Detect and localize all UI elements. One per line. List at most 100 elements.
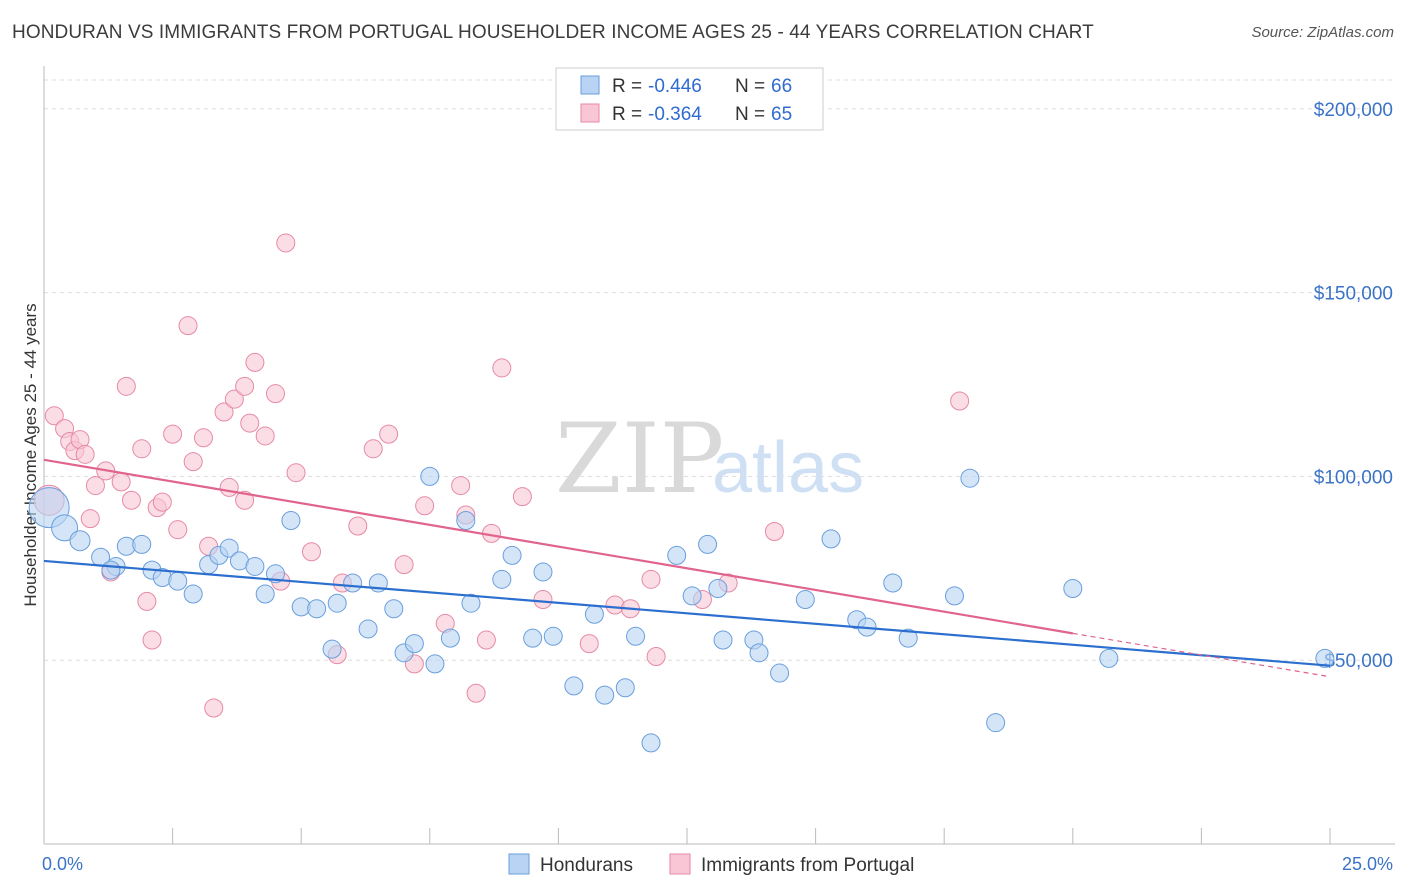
point-hondurans-59 bbox=[944, 586, 964, 606]
bottom-legend: Hondurans Immigrants from Portugal bbox=[508, 853, 914, 876]
y-tick-label-3: $200,000 bbox=[1314, 100, 1393, 121]
point-hondurans-57 bbox=[883, 573, 903, 593]
point-portugal-22 bbox=[183, 452, 203, 472]
legend-n-label-portugal: N = bbox=[735, 104, 765, 125]
point-portugal-51 bbox=[476, 630, 496, 650]
point-portugal-11 bbox=[111, 472, 131, 492]
point-portugal-12 bbox=[116, 376, 136, 396]
point-hondurans-42 bbox=[615, 678, 635, 698]
point-hondurans-38 bbox=[543, 626, 563, 646]
point-portugal-53 bbox=[492, 358, 512, 378]
point-hondurans-20 bbox=[307, 599, 327, 619]
point-hondurans-36 bbox=[523, 628, 543, 648]
point-portugal-37 bbox=[286, 463, 306, 483]
point-hondurans-24 bbox=[358, 619, 378, 639]
point-hondurans-26 bbox=[384, 599, 404, 619]
point-hondurans-31 bbox=[440, 628, 460, 648]
point-hondurans-40 bbox=[584, 604, 604, 624]
point-hondurans-34 bbox=[492, 569, 512, 589]
point-portugal-38 bbox=[301, 542, 321, 562]
point-hondurans-58 bbox=[898, 628, 918, 648]
point-portugal-42 bbox=[363, 439, 383, 459]
point-hondurans-28 bbox=[404, 634, 424, 654]
legend-n-value-hondurans: 66 bbox=[771, 76, 792, 97]
point-portugal-25 bbox=[204, 698, 224, 718]
point-hondurans-64 bbox=[1315, 648, 1335, 668]
point-hondurans-1 bbox=[51, 514, 79, 542]
point-hondurans-35 bbox=[502, 545, 522, 565]
point-portugal-60 bbox=[646, 647, 666, 667]
point-portugal-20 bbox=[168, 520, 188, 540]
point-portugal-21 bbox=[178, 316, 198, 336]
point-portugal-57 bbox=[605, 595, 625, 615]
point-hondurans-43 bbox=[626, 626, 646, 646]
point-portugal-13 bbox=[121, 490, 141, 510]
legend-r-value-hondurans: -0.446 bbox=[648, 76, 702, 97]
trendline-portugal bbox=[43, 458, 1073, 635]
trend-lines bbox=[43, 458, 1331, 678]
legend-n-label-hondurans: N = bbox=[735, 76, 765, 97]
legend-r-label-portugal: R = bbox=[612, 104, 642, 125]
point-portugal-48 bbox=[451, 476, 471, 496]
point-hondurans-13 bbox=[219, 538, 239, 558]
point-portugal-31 bbox=[235, 490, 255, 510]
point-hondurans-10 bbox=[183, 584, 203, 604]
watermark-zip: ZIP bbox=[555, 403, 724, 515]
x-tick-label-0: 0.0% bbox=[42, 854, 83, 874]
point-portugal-59 bbox=[641, 569, 661, 589]
point-portugal-30 bbox=[240, 413, 260, 433]
point-hondurans-51 bbox=[749, 643, 769, 663]
point-hondurans-9 bbox=[168, 571, 188, 591]
trendline-hondurans bbox=[43, 559, 1331, 667]
legend-frame bbox=[555, 67, 824, 131]
point-hondurans-61 bbox=[986, 713, 1006, 733]
point-hondurans-62 bbox=[1063, 579, 1083, 599]
point-hondurans-39 bbox=[564, 676, 584, 696]
legend-r-label-hondurans: R = bbox=[612, 76, 642, 97]
point-hondurans-29 bbox=[420, 466, 440, 486]
point-hondurans-33 bbox=[461, 593, 481, 613]
bottom-legend-swatch-hondurans bbox=[508, 853, 530, 875]
axes bbox=[43, 66, 1395, 845]
point-hondurans-53 bbox=[795, 590, 815, 610]
point-hondurans-18 bbox=[281, 510, 301, 530]
y-tick-label-1: $100,000 bbox=[1314, 467, 1393, 488]
point-portugal-46 bbox=[415, 496, 435, 516]
bottom-legend-label-portugal: Immigrants from Portugal bbox=[701, 855, 914, 876]
point-hondurans-46 bbox=[682, 586, 702, 606]
point-portugal-56 bbox=[579, 634, 599, 654]
point-portugal-19 bbox=[163, 424, 183, 444]
trendline-portugal-extension bbox=[1072, 632, 1331, 678]
point-hondurans-32 bbox=[456, 510, 476, 530]
point-portugal-28 bbox=[219, 477, 239, 497]
point-hondurans-2 bbox=[69, 530, 91, 552]
point-portugal-14 bbox=[132, 439, 152, 459]
point-hondurans-65 bbox=[101, 560, 121, 580]
legend-box: R = -0.446 N = 66 R = -0.364 N = 65 bbox=[555, 67, 824, 131]
point-portugal-26 bbox=[214, 402, 234, 422]
point-hondurans-23 bbox=[343, 573, 363, 593]
point-hondurans-54 bbox=[821, 529, 841, 549]
point-hondurans-60 bbox=[960, 468, 980, 488]
tick-labels: $50,000 $100,000 $150,000 $200,000 0.0% 25.0% bbox=[42, 100, 1393, 874]
point-hondurans-48 bbox=[708, 579, 728, 599]
point-portugal-43 bbox=[379, 424, 399, 444]
point-portugal-55 bbox=[533, 590, 553, 610]
point-hondurans-37 bbox=[533, 562, 553, 582]
y-axis-label: Householder Income Ages 25 - 44 years bbox=[21, 303, 40, 606]
point-portugal-50 bbox=[466, 683, 486, 703]
point-portugal-41 bbox=[348, 516, 368, 536]
point-hondurans-44 bbox=[641, 733, 661, 753]
point-hondurans-52 bbox=[770, 663, 790, 683]
chart-source: Source: ZipAtlas.com bbox=[1251, 24, 1394, 41]
point-portugal-6 bbox=[75, 444, 95, 464]
legend-swatch-hondurans bbox=[580, 75, 600, 95]
watermark-atlas: atlas bbox=[712, 428, 864, 508]
legend-r-value-portugal: -0.364 bbox=[648, 104, 702, 125]
point-portugal-44 bbox=[394, 555, 414, 575]
point-portugal-15 bbox=[137, 591, 157, 611]
point-hondurans-21 bbox=[322, 639, 342, 659]
y-tick-label-0: $50,000 bbox=[1324, 651, 1393, 672]
point-hondurans-45 bbox=[667, 545, 687, 565]
